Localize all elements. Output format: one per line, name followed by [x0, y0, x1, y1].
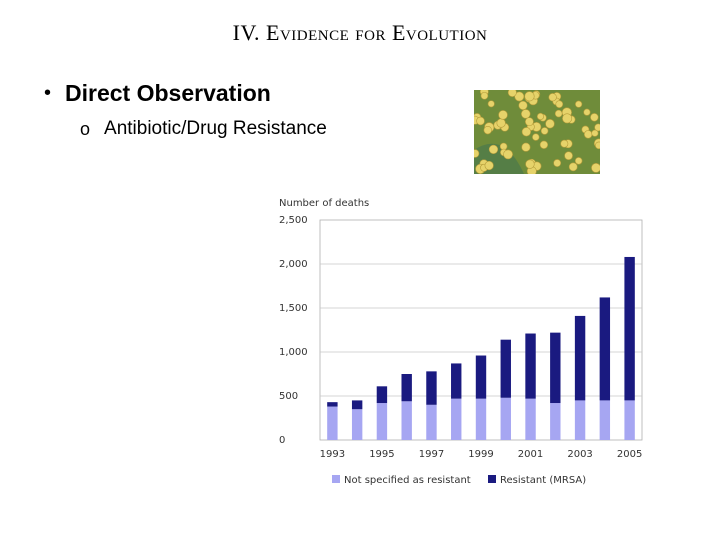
- coccus-shape: [553, 159, 562, 167]
- coccus-shape: [591, 162, 600, 173]
- coccus-shape: [496, 118, 506, 128]
- y-axis-label: Number of deaths: [279, 198, 369, 209]
- x-tick-label: 1995: [369, 449, 394, 460]
- bar-resistant: [574, 315, 586, 401]
- y-tick-label: 2,500: [279, 215, 308, 226]
- coccus-shape: [476, 116, 485, 126]
- y-tick-label: 1,000: [279, 347, 308, 358]
- coccus-shape: [532, 133, 540, 141]
- coccus-shape: [595, 141, 600, 150]
- bar-resistant: [401, 374, 412, 402]
- x-tick-label: 2001: [518, 449, 543, 460]
- coccus-shape: [524, 91, 535, 102]
- bullet-text: Direct Observation: [65, 80, 271, 106]
- coccus-shape: [525, 117, 534, 127]
- y-tick-label: 500: [279, 391, 298, 402]
- bar-resistant: [451, 363, 462, 399]
- legend-swatch: [488, 475, 496, 483]
- coccus-shape: [514, 91, 525, 102]
- coccus-shape: [545, 119, 555, 129]
- x-tick-label: 1997: [419, 449, 444, 460]
- chart: Number of deaths 0 500 1,000 1,500 2,000 2,50…: [279, 198, 643, 486]
- coccus-shape: [590, 113, 599, 122]
- bar-not-specified: [624, 400, 635, 440]
- bar-not-specified: [500, 397, 511, 440]
- coccus-shape: [521, 109, 531, 119]
- coccus-shape: [507, 90, 517, 97]
- bullet-dot-icon: •: [44, 82, 52, 104]
- coccus-shape: [474, 149, 480, 158]
- legend-label: Not specified as resistant: [344, 475, 471, 486]
- coccus-shape: [536, 112, 545, 120]
- coccus-shape: [503, 149, 513, 160]
- y-tick-label: 0: [279, 435, 285, 446]
- x-tick-label: 2005: [617, 449, 642, 460]
- y-tick-label: 2,000: [279, 259, 308, 270]
- coccus-shape: [564, 151, 573, 161]
- coccus-shape: [539, 140, 549, 149]
- coccus-shape: [487, 100, 495, 108]
- coccus-shape: [591, 129, 599, 137]
- bar-not-specified: [327, 406, 338, 440]
- coccus-shape: [555, 100, 564, 108]
- coccus-shape: [484, 160, 494, 171]
- bar-resistant: [550, 332, 561, 404]
- bar-not-specified: [574, 400, 586, 440]
- x-tick-label: 2003: [567, 449, 592, 460]
- coccus-shape: [548, 93, 557, 102]
- bar-not-specified: [401, 401, 412, 440]
- bar-resistant: [351, 400, 363, 410]
- coccus-shape: [574, 157, 583, 165]
- bar-not-specified: [351, 409, 363, 440]
- coccus-shape: [562, 113, 573, 124]
- bar-not-specified: [550, 403, 561, 440]
- coccus-shape: [498, 110, 508, 120]
- bar-resistant: [327, 402, 338, 407]
- slide-title: IV. Evidence for Evolution: [232, 20, 488, 45]
- bar-resistant: [500, 339, 511, 398]
- bar-resistant: [624, 256, 635, 401]
- coccus-shape: [525, 159, 535, 169]
- coccus-shape: [488, 144, 499, 155]
- bar-not-specified: [525, 398, 536, 440]
- bar-not-specified: [376, 403, 388, 440]
- coccus-shape: [583, 108, 591, 116]
- bar-not-specified: [475, 398, 487, 440]
- bar-resistant: [599, 297, 611, 401]
- sub-bullet-text: Antibiotic/Drug Resistance: [104, 118, 327, 139]
- bacteria-micrograph-image: [474, 90, 600, 174]
- coccus-shape: [575, 100, 583, 108]
- bullet-item: • Direct Observation: [44, 80, 271, 107]
- legend-label: Resistant (MRSA): [500, 475, 586, 486]
- legend-swatch: [332, 475, 340, 483]
- bar-resistant: [426, 371, 437, 405]
- x-tick-label: 1993: [320, 449, 345, 460]
- coccus-shape: [540, 127, 549, 135]
- bar-resistant: [525, 333, 536, 399]
- x-tick-label: 1999: [468, 449, 493, 460]
- coccus-shape: [560, 139, 569, 148]
- coccus-shape: [554, 109, 563, 118]
- coccus-shape: [568, 162, 578, 172]
- coccus-shape: [483, 125, 492, 135]
- sub-bullet-marker: o: [80, 118, 91, 139]
- coccus-shape: [583, 130, 593, 139]
- sub-bullet-item: o Antibiotic/Drug Resistance: [80, 118, 327, 140]
- coccus-shape: [521, 142, 531, 152]
- bar-not-specified: [451, 398, 462, 440]
- coccus-shape: [521, 127, 532, 137]
- coccus-shape: [480, 91, 489, 100]
- bar-resistant: [376, 386, 388, 404]
- bar-resistant: [475, 355, 487, 399]
- coccus-shape: [594, 123, 600, 132]
- bar-not-specified: [599, 400, 611, 440]
- coccus-shape: [518, 100, 528, 110]
- y-tick-label: 1,500: [279, 303, 308, 314]
- bar-not-specified: [426, 404, 437, 440]
